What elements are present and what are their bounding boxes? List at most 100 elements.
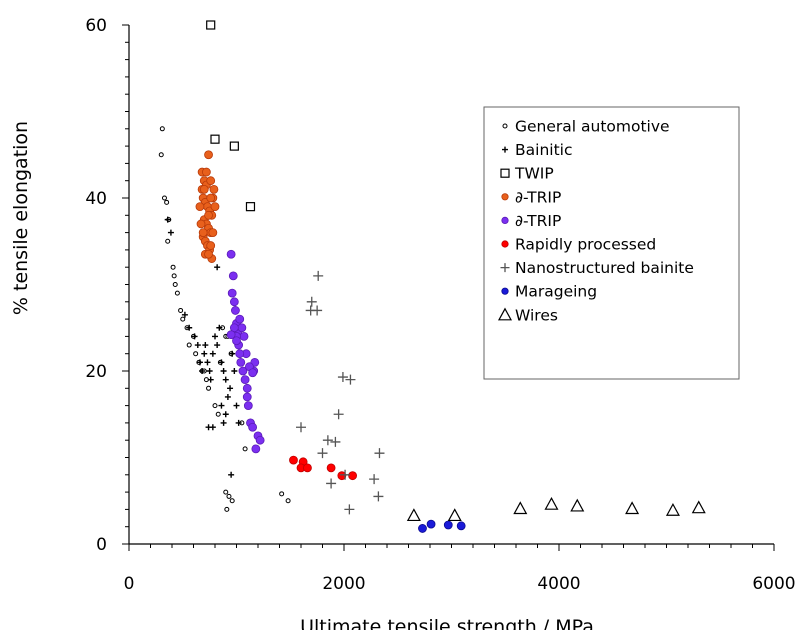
data-point bbox=[222, 411, 229, 418]
data-point bbox=[317, 448, 328, 459]
data-point bbox=[224, 393, 231, 400]
data-point bbox=[158, 152, 164, 158]
data-point-glyph bbox=[317, 448, 328, 459]
data-point bbox=[212, 333, 218, 340]
x-tick-label: 0 bbox=[124, 574, 135, 594]
data-point-glyph bbox=[181, 311, 188, 318]
legend-marker bbox=[501, 287, 509, 295]
data-point bbox=[426, 519, 436, 529]
data-point bbox=[212, 403, 218, 409]
legend-entry: ∂-TRIP bbox=[501, 212, 561, 230]
legend-marker bbox=[500, 168, 510, 178]
data-point bbox=[232, 336, 241, 346]
data-point bbox=[227, 288, 237, 298]
legend-marker bbox=[501, 240, 509, 248]
data-point bbox=[229, 141, 239, 151]
axes: 0 2000 4000 6000 0 20 40 60 bbox=[85, 16, 795, 594]
data-point-glyph bbox=[306, 296, 317, 307]
data-point bbox=[251, 444, 261, 454]
data-point bbox=[333, 409, 344, 420]
data-point bbox=[248, 368, 258, 378]
data-point bbox=[204, 249, 213, 259]
data-point bbox=[345, 374, 356, 385]
legend-entry: General automotive bbox=[502, 118, 670, 136]
data-point bbox=[206, 385, 212, 391]
legend-marker bbox=[502, 146, 508, 153]
legend-marker-glyph bbox=[500, 263, 510, 273]
data-point bbox=[206, 241, 216, 250]
data-point-glyph bbox=[202, 342, 209, 349]
data-point bbox=[180, 316, 186, 322]
data-point bbox=[235, 349, 245, 359]
data-point bbox=[210, 202, 220, 212]
data-point bbox=[306, 296, 317, 307]
data-point bbox=[418, 524, 427, 533]
legend-label: Bainitic bbox=[515, 141, 572, 159]
data-point bbox=[456, 521, 466, 531]
data-point bbox=[210, 134, 220, 144]
data-point-glyph bbox=[220, 368, 227, 374]
data-point bbox=[223, 489, 229, 495]
data-point-glyph bbox=[235, 419, 242, 426]
legend-entry: Wires bbox=[497, 306, 558, 324]
data-point bbox=[204, 359, 211, 366]
legend-label: ∂-TRIP bbox=[515, 188, 561, 206]
data-point bbox=[447, 508, 462, 522]
data-point-glyph bbox=[224, 393, 231, 400]
data-point bbox=[443, 520, 453, 530]
legend-marker bbox=[502, 123, 508, 129]
legend-entry: Nanostructured bainite bbox=[500, 259, 694, 277]
data-point bbox=[201, 167, 211, 177]
data-point bbox=[206, 368, 213, 374]
data-point-glyph bbox=[313, 270, 324, 281]
legend-label: Wires bbox=[515, 306, 558, 324]
data-point bbox=[196, 359, 203, 366]
data-point-glyph bbox=[212, 333, 218, 340]
data-point bbox=[165, 238, 171, 244]
data-point-glyph bbox=[233, 402, 240, 409]
data-point bbox=[159, 126, 165, 132]
data-point bbox=[181, 311, 188, 318]
data-point bbox=[239, 331, 249, 341]
data-point bbox=[406, 508, 421, 522]
series-marageing-7 bbox=[418, 519, 466, 533]
data-point bbox=[337, 471, 347, 481]
data-point bbox=[242, 392, 252, 402]
data-point bbox=[167, 229, 174, 236]
data-point bbox=[209, 350, 216, 357]
data-point bbox=[235, 419, 242, 426]
legend-box bbox=[483, 106, 740, 380]
data-point bbox=[220, 419, 227, 426]
legend-marker bbox=[501, 216, 509, 224]
data-point-glyph bbox=[333, 409, 344, 420]
legend-entry: TWIP bbox=[500, 165, 554, 183]
data-point bbox=[330, 436, 341, 447]
data-point bbox=[196, 219, 206, 229]
data-point-glyph bbox=[228, 471, 235, 478]
data-point bbox=[204, 150, 213, 160]
series-trip-3 bbox=[195, 150, 220, 263]
data-point-glyph bbox=[167, 229, 174, 236]
data-point-glyph bbox=[374, 448, 385, 459]
data-point bbox=[231, 306, 240, 315]
data-point bbox=[199, 368, 206, 374]
data-point bbox=[570, 498, 585, 512]
legend-label: ∂-TRIP bbox=[515, 212, 561, 230]
data-point bbox=[198, 228, 208, 238]
data-point bbox=[326, 478, 337, 489]
data-point bbox=[237, 323, 247, 333]
legend-label: General automotive bbox=[515, 118, 670, 136]
series-wires-8 bbox=[406, 496, 706, 522]
legend-entry: ∂-TRIP bbox=[501, 188, 561, 206]
data-point bbox=[240, 375, 250, 385]
legend-label: Marageing bbox=[515, 283, 597, 301]
data-point-glyph bbox=[216, 324, 223, 331]
data-point-glyph bbox=[196, 359, 203, 366]
data-point bbox=[186, 324, 193, 331]
legend-entry: Bainitic bbox=[502, 141, 572, 159]
legend-label: Rapidly processed bbox=[515, 236, 656, 254]
data-point bbox=[245, 202, 256, 212]
data-point bbox=[171, 273, 177, 279]
data-point-glyph bbox=[214, 264, 221, 271]
data-point bbox=[229, 498, 235, 504]
